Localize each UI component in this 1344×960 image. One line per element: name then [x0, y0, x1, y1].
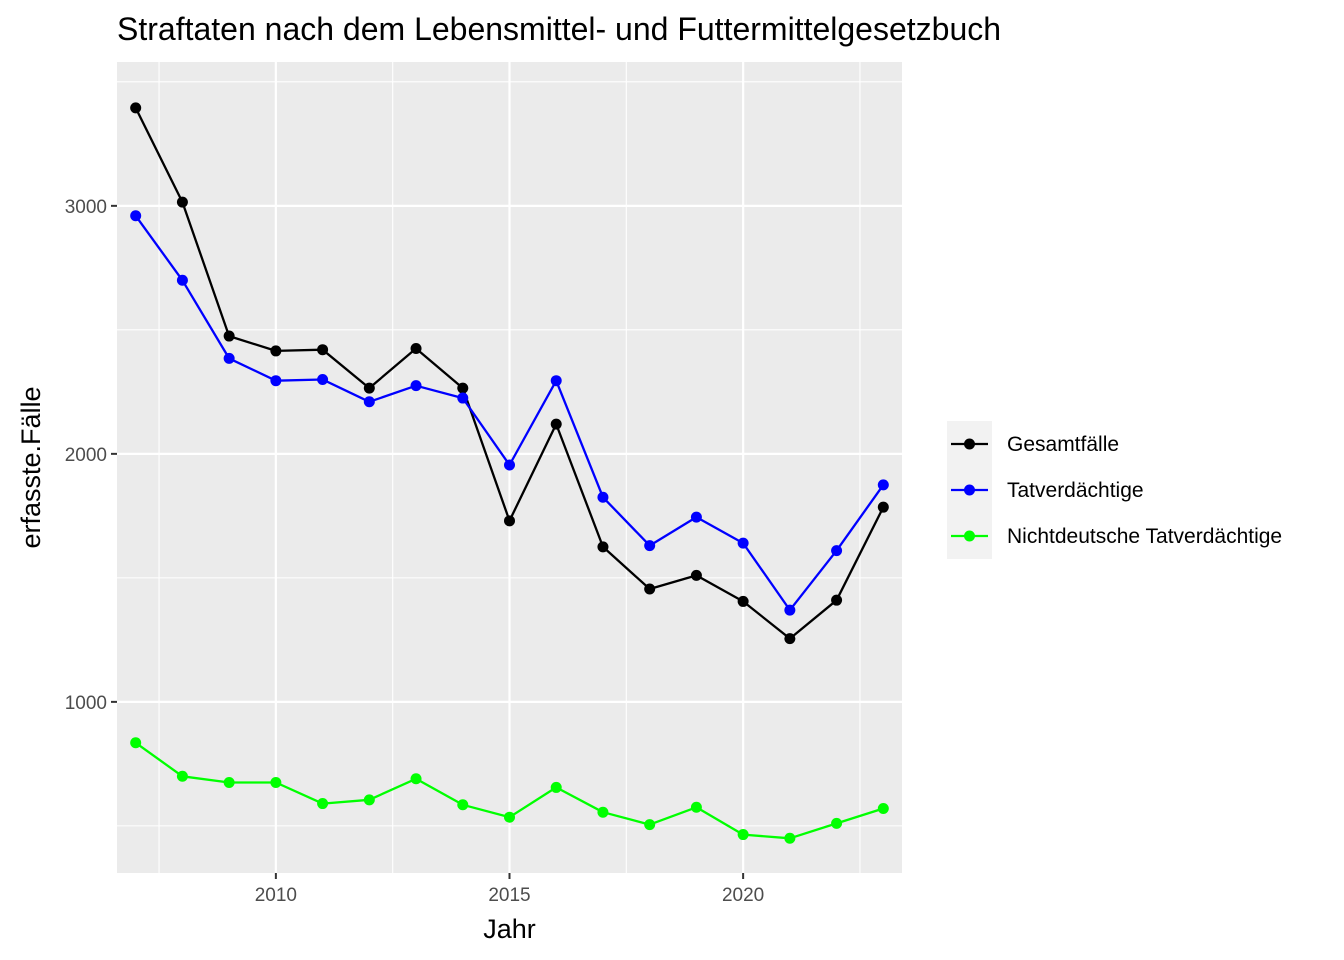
series-1-point [737, 595, 749, 607]
series-2-point [784, 604, 796, 616]
series-1-point [176, 196, 188, 208]
series-1-point [690, 569, 702, 581]
series-3-point [176, 770, 188, 782]
series-2-point [176, 274, 188, 286]
x-tick-label: 2020 [722, 885, 764, 906]
y-axis: 1000 2000 3000 [65, 197, 117, 714]
series-3-point [784, 832, 796, 844]
legend: Gesamtfälle Tatverdächtige Nichtdeutsche T… [947, 421, 1282, 559]
series-3-point [831, 817, 843, 829]
series-2-point [363, 396, 375, 408]
series-2-point [410, 380, 422, 392]
series-2-point [597, 491, 609, 503]
y-tick-label: 1000 [65, 693, 107, 714]
series-1-point [550, 418, 562, 430]
series-1-point [270, 345, 282, 357]
x-tick-label: 2010 [255, 885, 297, 906]
series-1-point [784, 633, 796, 645]
series-2-point [504, 459, 515, 471]
series-1-point [130, 102, 142, 114]
series-1-point [597, 541, 609, 553]
series-3-point [363, 794, 375, 806]
series-3-point [270, 776, 282, 788]
series-1-point [831, 594, 843, 606]
series-1-point [317, 344, 329, 356]
chart-title: Straftaten nach dem Lebensmittel- und Fu… [117, 11, 1001, 47]
series-1-point [644, 583, 656, 595]
series-1-point [877, 501, 889, 513]
series-3-point [457, 799, 469, 811]
series-2-point [317, 373, 329, 385]
x-axis-title: Jahr [483, 914, 536, 944]
series-3-point [317, 798, 329, 810]
legend-label: Gesamtfälle [1007, 433, 1119, 456]
x-tick-label: 2015 [488, 885, 530, 906]
legend-key-point [964, 530, 975, 542]
series-3-point [644, 819, 656, 831]
series-2-point [644, 540, 656, 552]
series-2-point [223, 352, 235, 364]
series-2-point [831, 545, 843, 557]
x-axis: 2010 2015 2020 [255, 873, 764, 906]
legend-label: Tatverdächtige [1007, 479, 1144, 502]
series-2-point [877, 479, 889, 491]
series-3-point [597, 806, 609, 818]
series-3-point [410, 773, 422, 785]
series-3-point [130, 737, 142, 749]
series-1-point [410, 342, 422, 354]
series-1-point [504, 515, 515, 527]
legend-label: Nichtdeutsche Tatverdächtige [1007, 525, 1282, 548]
series-2-point [690, 511, 702, 523]
series-2-point [457, 392, 469, 404]
y-axis-title: erfasste.Fälle [16, 386, 46, 548]
y-tick-label: 3000 [65, 197, 107, 218]
series-layer [130, 102, 889, 844]
series-1-point [223, 330, 235, 342]
legend-key-point [964, 484, 975, 496]
series-1-point [457, 382, 469, 394]
series-3-point [504, 811, 515, 823]
series-3-point [877, 803, 889, 815]
series-3-point [550, 781, 562, 793]
series-3-point [223, 776, 235, 788]
series-2-point [270, 375, 282, 387]
series-3-point [690, 801, 702, 813]
series-2-point [550, 375, 562, 387]
series-3-point [737, 829, 749, 841]
legend-key-point [964, 438, 975, 450]
series-2-point [737, 537, 749, 549]
y-tick-label: 2000 [65, 445, 107, 466]
series-2-point [130, 210, 142, 222]
series-1-point [363, 382, 375, 394]
